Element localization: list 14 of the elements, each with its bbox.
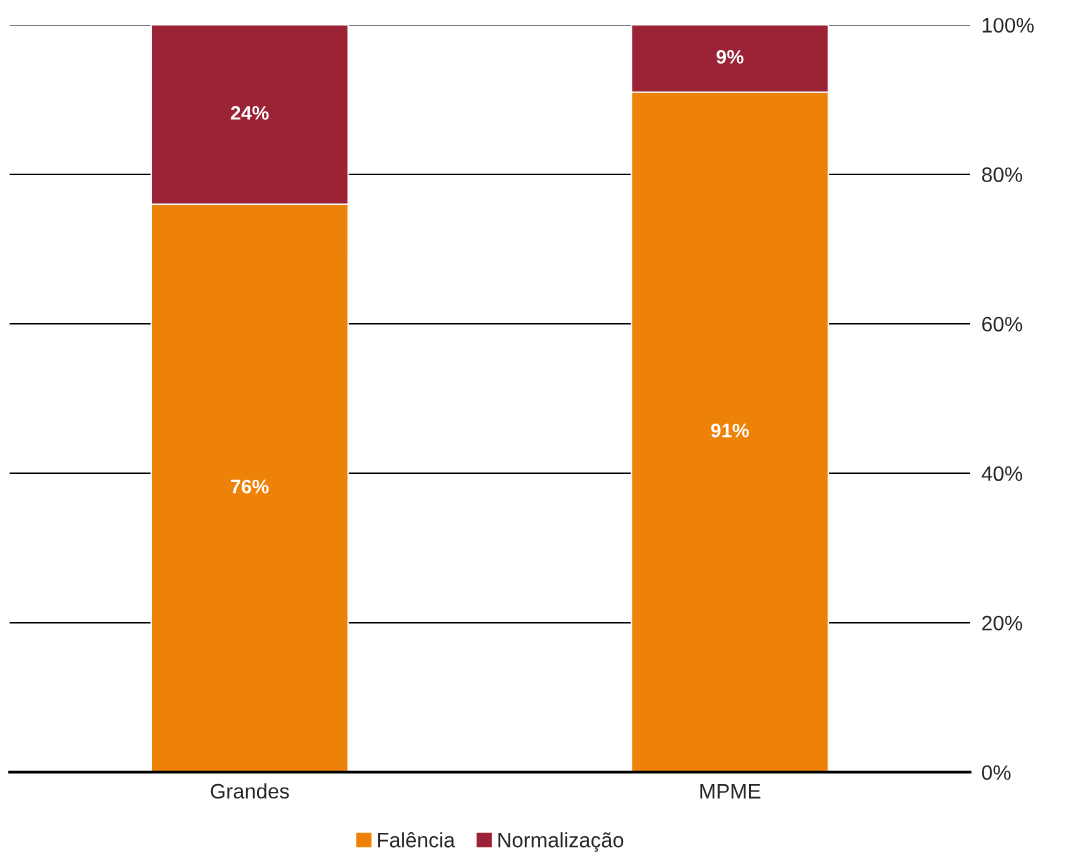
- data-label: 9%: [716, 49, 744, 64]
- data-label: 24%: [230, 106, 269, 120]
- y-tick-label: 80%: [982, 167, 1023, 183]
- data-label: 76%: [231, 479, 269, 494]
- legend-label: Falência: [378, 832, 456, 848]
- y-tick-label: 20%: [982, 615, 1023, 631]
- legend-label: Normalização: [498, 832, 624, 852]
- y-tick-label: 0%: [981, 765, 1011, 780]
- y-tick-label: 60%: [982, 316, 1023, 332]
- x-tick-label: Grandes: [210, 783, 289, 799]
- y-tick-label: 100%: [982, 17, 1034, 33]
- x-tick-label: MPME: [700, 784, 761, 799]
- y-tick-label: 40%: [981, 466, 1023, 482]
- data-label: 91%: [711, 423, 749, 438]
